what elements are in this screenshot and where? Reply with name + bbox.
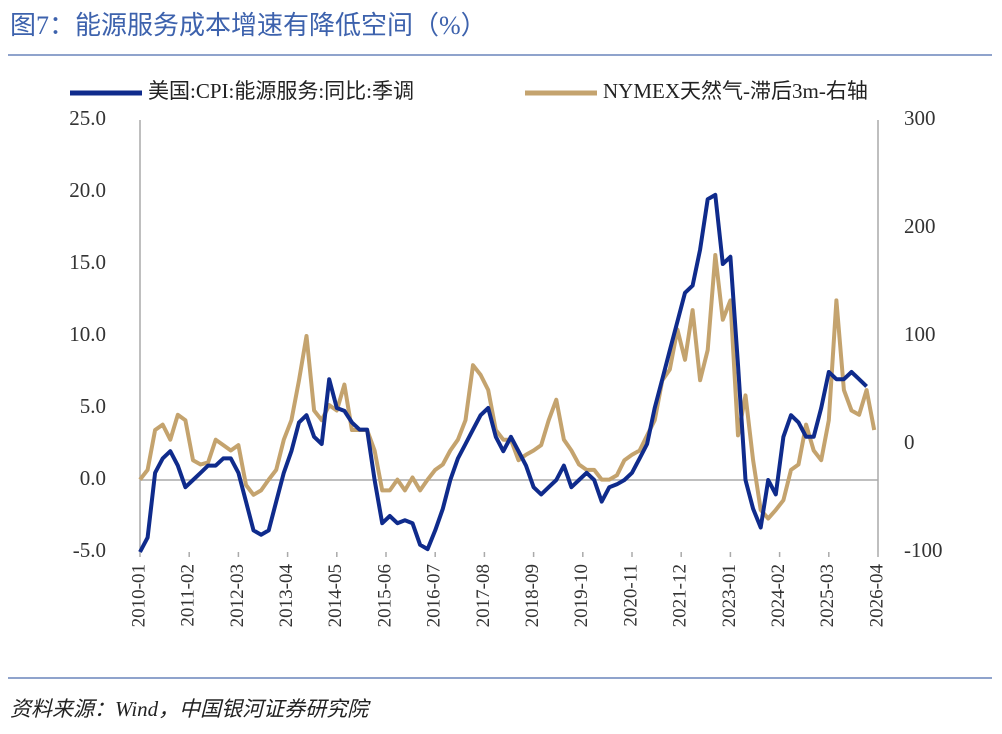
- series-line: [138, 253, 877, 521]
- x-tick-label: 2014-05: [325, 564, 346, 627]
- x-tick-label: 2012-03: [227, 564, 248, 627]
- x-tick-label: 2026-04: [866, 564, 887, 628]
- y-tick-label: 20.0: [69, 178, 106, 202]
- x-tick-label: 2021-12: [670, 564, 691, 627]
- y-tick-label: 15.0: [69, 250, 106, 274]
- x-tick-label: 2017-08: [473, 564, 494, 627]
- y2-tick-label: 100: [904, 322, 936, 346]
- y-tick-label: 5.0: [80, 394, 106, 418]
- legend-label: NYMEX天然气-滞后3m-右轴: [603, 79, 868, 103]
- y-tick-label: 10.0: [69, 322, 106, 346]
- y2-tick-label: 300: [904, 106, 936, 130]
- y2-tick-label: 0: [904, 430, 915, 454]
- source-note: 资料来源：Wind，中国银河证券研究院: [10, 697, 371, 721]
- y-tick-label: 25.0: [69, 106, 106, 130]
- y2-tick-label: 200: [904, 214, 936, 238]
- x-tick-label: 2019-10: [571, 564, 592, 627]
- legend-label: 美国:CPI:能源服务:同比:季调: [148, 79, 414, 103]
- x-tick-label: 2025-03: [817, 564, 838, 627]
- x-tick-label: 2015-06: [374, 564, 395, 627]
- x-tick-label: 2024-02: [768, 564, 789, 627]
- y-tick-label: 0.0: [80, 466, 106, 490]
- x-tick-label: 2023-01: [719, 564, 740, 627]
- chart-title: 图7：能源服务成本增速有降低空间（%）: [10, 11, 487, 40]
- y-tick-label: -5.0: [73, 538, 106, 562]
- x-tick-label: 2020-11: [620, 564, 641, 627]
- series-line: [138, 192, 868, 553]
- x-tick-label: 2018-09: [522, 564, 543, 627]
- y2-tick-label: -100: [904, 538, 943, 562]
- x-tick-label: 2013-04: [276, 564, 297, 628]
- x-tick-label: 2016-07: [424, 564, 445, 627]
- x-tick-label: 2011-02: [178, 564, 199, 627]
- x-tick-label: 2010-01: [128, 564, 149, 627]
